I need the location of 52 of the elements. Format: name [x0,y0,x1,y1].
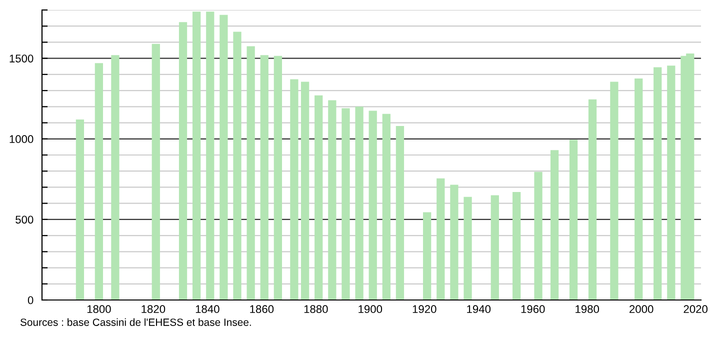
bar [490,195,499,300]
bar [667,66,676,300]
x-tick-label: 1880 [304,305,328,314]
bar [654,67,662,300]
x-tick-label: 2000 [630,305,654,314]
x-tick-label: 1900 [358,305,382,314]
bar [464,196,472,300]
bar [534,172,542,300]
x-tick-label: 1980 [576,305,600,314]
y-tick-label: 0 [28,296,34,304]
bar [450,184,458,300]
y-tick-label: 500 [16,216,34,224]
x-tick-label: 2020 [684,305,708,314]
x-tick-label: 1800 [87,305,111,314]
bar [382,114,390,300]
x-tick-label: 1960 [521,305,545,314]
bar [233,32,242,300]
bar [328,100,336,300]
bar [342,108,350,300]
bar [178,22,188,300]
bar [396,126,404,300]
source-note: Sources : base Cassini de l'EHESS et base Insee. [20,318,251,326]
bar [368,110,377,300]
bar [111,55,120,300]
x-tick-label: 1840 [196,305,220,314]
bar [423,212,432,300]
bar [290,79,298,300]
bar [588,99,597,300]
bar [76,120,84,300]
bar [300,82,310,300]
bar [192,12,201,300]
bar [436,178,445,300]
bar [512,192,521,300]
x-tick-label: 1940 [467,305,491,314]
y-tick-label: 1000 [10,135,34,144]
y-tick-label: 1500 [10,54,34,62]
bar [94,63,104,300]
bar [260,55,268,300]
x-tick-label: 1820 [142,305,166,314]
bar [206,12,214,300]
bar [355,106,364,300]
x-tick-label: 1860 [250,305,274,314]
x-tick-label: 1920 [412,305,436,314]
bar [550,150,559,300]
bar [610,82,618,300]
bar [274,56,282,300]
bar [634,78,643,300]
bar [220,14,228,300]
bar [152,44,160,300]
bar [246,46,255,300]
bar [569,140,578,300]
bar [314,95,323,300]
